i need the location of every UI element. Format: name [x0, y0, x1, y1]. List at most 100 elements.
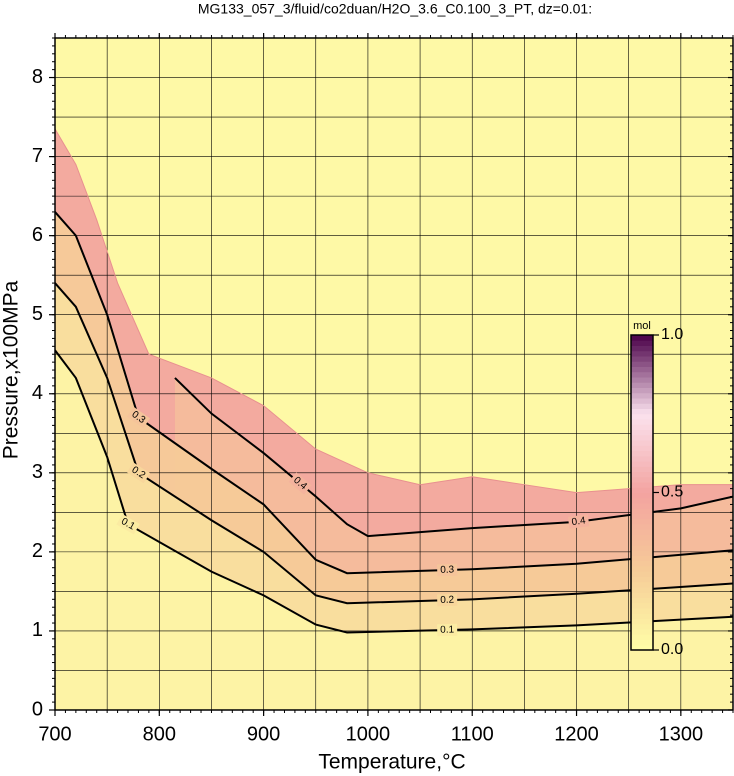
y-tick-label: 5 [32, 303, 43, 325]
colorbar-cell [631, 408, 653, 415]
y-tick-label: 3 [32, 461, 43, 483]
y-tick-label: 1 [32, 619, 43, 641]
contour-label-bg [437, 623, 458, 637]
colorbar-cell [631, 492, 653, 499]
x-axis-label: Temperature,°C [318, 751, 465, 774]
contour-label-bg [437, 563, 458, 577]
colorbar-cell [631, 597, 653, 604]
colorbar-cell [631, 545, 653, 551]
colorbar-cell [631, 466, 653, 472]
colorbar-cell [631, 440, 653, 446]
x-tick-label: 700 [38, 723, 71, 745]
colorbar-cell [631, 476, 653, 483]
colorbar-cell [631, 429, 653, 436]
y-tick-label: 6 [32, 224, 43, 246]
colorbar-cell [631, 550, 653, 556]
x-tick-label: 1000 [346, 723, 391, 745]
colorbar-cell [631, 497, 653, 504]
colorbar-tick-label: 0.5 [661, 484, 683, 501]
colorbar-cell [631, 566, 653, 572]
contour-line [55, 282, 733, 605]
x-tick-label: 900 [247, 723, 280, 745]
contour-label-bg [126, 462, 151, 484]
contour-label-bg [437, 593, 458, 607]
x-tick-label: 1200 [554, 723, 599, 745]
colorbar-label: mol [633, 320, 651, 332]
contour-label-bg [567, 514, 590, 529]
colorbar-cell [631, 419, 653, 425]
colorbar-cell [631, 335, 653, 341]
axes-layer: 700 800 900 1000 1100 1200 1300 0 1 2 3 4 5 6 7 8 mol 0.0… [32, 33, 734, 745]
contour-label-bg [126, 406, 151, 429]
colorbar-cell [631, 387, 653, 394]
colorbar-cell [631, 392, 653, 399]
contour-line [55, 349, 733, 634]
colorbar-cell [631, 377, 653, 383]
y-tick-label: 4 [32, 382, 43, 404]
colorbar-cell [631, 382, 653, 388]
x-tick-label: 1100 [451, 723, 494, 745]
colorbar-cell [631, 455, 653, 462]
colorbar-cell [631, 503, 653, 509]
colorbar-cell [631, 576, 653, 583]
colorbar-cell [631, 340, 653, 346]
colorbar-cell [631, 534, 653, 541]
x-tick-label: 800 [143, 723, 176, 745]
colorbar-cell [631, 403, 653, 409]
colorbar-cell [631, 518, 653, 525]
plot-frame [54, 37, 734, 711]
colorbar-cell [631, 482, 653, 488]
contour-label-bg [288, 472, 312, 495]
colorbar-cell [631, 508, 653, 514]
contour-layer: 0.40.40.30.30.20.20.10.1 [55, 128, 733, 637]
colorbar-cell [631, 608, 653, 614]
y-tick-label: 8 [32, 66, 43, 88]
colorbar-cell [631, 424, 653, 430]
colorbar-tick-label: 0.0 [661, 641, 683, 658]
colorbar-cell [631, 602, 653, 609]
contour-label: 0.3 [440, 564, 455, 575]
colorbar-cell [631, 445, 653, 451]
colorbar-cell [631, 529, 653, 535]
colorbar-cell [631, 350, 653, 357]
colorbar-cell [631, 618, 653, 625]
colorbar-cell [631, 471, 653, 478]
colorbar-cell [631, 487, 653, 493]
colorbar-tick-label: 1.0 [661, 326, 683, 343]
colorbar-cell [631, 356, 653, 362]
colorbar-cell [631, 629, 653, 635]
colorbar-cell [631, 450, 653, 457]
colorbar-cell [631, 581, 653, 588]
contour-label-bg [116, 514, 140, 535]
y-tick-label: 2 [32, 540, 43, 562]
colorbar-cell [631, 539, 653, 546]
contour-label: 0.4 [571, 515, 587, 528]
y-tick-label: 7 [32, 145, 43, 167]
colorbar-cell [631, 571, 653, 577]
chart-title: MG133_057_3/fluid/co2duan/H2O_3.6_C0.100… [198, 1, 592, 17]
colorbar-cell [631, 592, 653, 598]
colorbar-cell [631, 366, 653, 373]
colorbar-cell [631, 644, 653, 651]
colorbar-cell [631, 560, 653, 567]
colorbar-cell [631, 434, 653, 441]
colorbar-cell [631, 361, 653, 367]
colorbar-cell [631, 371, 653, 378]
band-fill [55, 350, 733, 710]
colorbar-cell [631, 345, 653, 352]
colorbar-cell [631, 634, 653, 640]
contour-line [174, 377, 733, 538]
x-tick-label: 1300 [659, 723, 704, 745]
colorbar-cell [631, 513, 653, 520]
colorbar-cell [631, 555, 653, 562]
fill-layer [55, 38, 733, 710]
colorbar-cell [631, 639, 653, 646]
colorbar-cell [631, 398, 653, 404]
colorbar-cell [631, 587, 653, 593]
colorbar-cell [631, 524, 653, 530]
colorbar-cell [631, 413, 653, 420]
contour-line [55, 211, 733, 575]
y-tick-label: 0 [32, 698, 43, 720]
